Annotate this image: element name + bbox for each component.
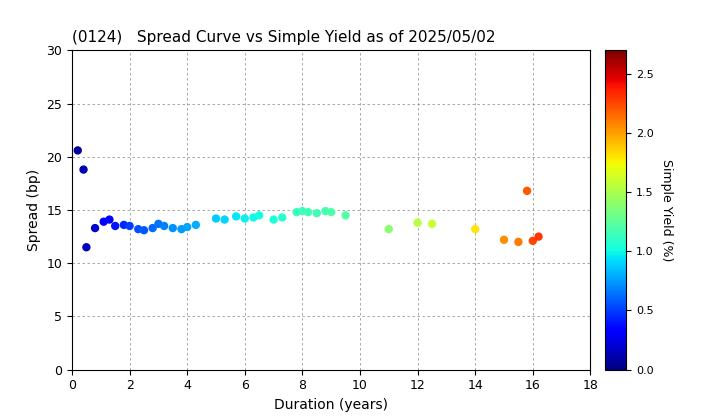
Point [78,166,89,173]
Point [340,212,351,219]
Point [253,212,265,219]
Point [167,225,179,231]
Point [72,147,84,154]
Point [268,216,279,223]
Point [132,226,144,233]
Point [153,220,164,227]
Point [302,209,314,215]
Point [325,209,337,215]
Point [297,208,308,215]
Point [498,236,510,243]
Point [158,223,170,229]
Y-axis label: Spread (bp): Spread (bp) [27,169,41,251]
Text: (0124)   Spread Curve vs Simple Yield as of 2025/05/02: (0124) Spread Curve vs Simple Yield as o… [72,30,495,45]
Point [239,215,251,222]
Point [219,216,230,223]
Point [527,237,539,244]
Point [230,213,242,220]
X-axis label: Duration (years): Duration (years) [274,398,388,412]
Point [118,221,130,228]
Point [81,244,92,251]
Point [469,226,481,233]
Point [181,224,193,231]
Point [89,225,101,231]
Point [513,239,524,245]
Point [533,233,544,240]
Point [104,216,115,223]
Point [109,223,121,229]
Point [426,220,438,227]
Point [521,187,533,194]
Point [190,221,202,228]
Point [210,215,222,222]
Point [147,225,158,231]
Point [311,210,323,217]
Point [176,226,187,233]
Point [291,209,302,215]
Point [276,214,288,221]
Point [383,226,395,233]
Point [320,208,331,215]
Point [248,214,259,221]
Point [412,219,423,226]
Point [98,218,109,225]
Point [138,227,150,234]
Y-axis label: Simple Yield (%): Simple Yield (%) [660,159,673,261]
Point [124,223,135,229]
